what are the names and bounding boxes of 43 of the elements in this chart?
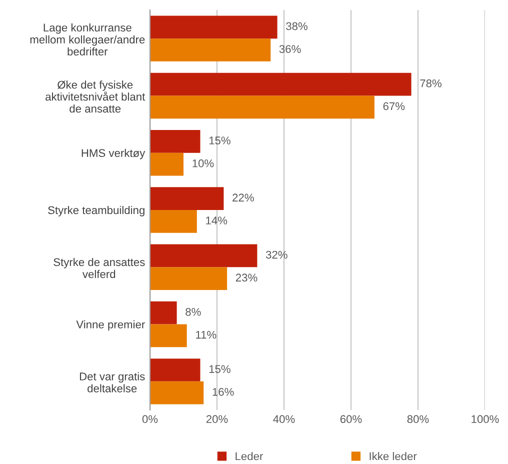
bar (150, 152, 184, 176)
bar (150, 187, 224, 210)
bar (150, 267, 228, 290)
x-tick-label: 80% (407, 415, 429, 424)
x-tick-label: 20% (206, 415, 228, 424)
data-label: 38% (286, 22, 308, 30)
bar (150, 96, 374, 119)
data-label: 32% (266, 250, 288, 259)
bar (150, 381, 204, 404)
data-label: 67% (383, 102, 405, 110)
bar (150, 72, 412, 96)
data-label: 15% (209, 136, 230, 144)
bar (150, 130, 200, 153)
y-tick-label: Vinne premier (76, 320, 145, 331)
data-label: 23% (236, 274, 258, 282)
x-tick-label: 100% (472, 415, 499, 424)
bar (150, 358, 200, 382)
x-tick-label: 40% (273, 415, 295, 424)
x-tick-label: 0% (142, 415, 158, 424)
y-tick-label: Øke det fysiske aktivitetsnivået blant de ansatte (46, 80, 146, 113)
data-label: 15% (209, 365, 230, 373)
data-label: 78% (420, 79, 442, 88)
y-tick-label: HMS verktøy (82, 148, 146, 160)
x-tick-label: 60% (340, 415, 362, 424)
data-label: 22% (232, 194, 254, 202)
bar (150, 210, 197, 233)
bar (150, 38, 271, 62)
legend-label: Leder (236, 452, 263, 460)
legend-label: Ikke leder (370, 452, 417, 460)
data-label: 10% (192, 159, 214, 168)
data-label: 8% (186, 308, 201, 316)
data-label: 16% (212, 388, 234, 396)
y-tick-label: Styrke de ansattes velferd (54, 258, 145, 278)
y-tick-label: Lage konkurranse mellom kollegaer/andre bedrifter (30, 23, 145, 56)
data-label: 36% (279, 45, 301, 53)
data-label: 14% (206, 216, 228, 224)
bar (150, 244, 258, 268)
bar (150, 16, 278, 39)
bar (150, 301, 177, 324)
data-label: 11% (196, 330, 216, 339)
bar (150, 324, 187, 348)
y-tick-label: Det var gratis deltakelse (80, 372, 145, 392)
y-tick-label: Styrke teambuilding (48, 206, 144, 216)
